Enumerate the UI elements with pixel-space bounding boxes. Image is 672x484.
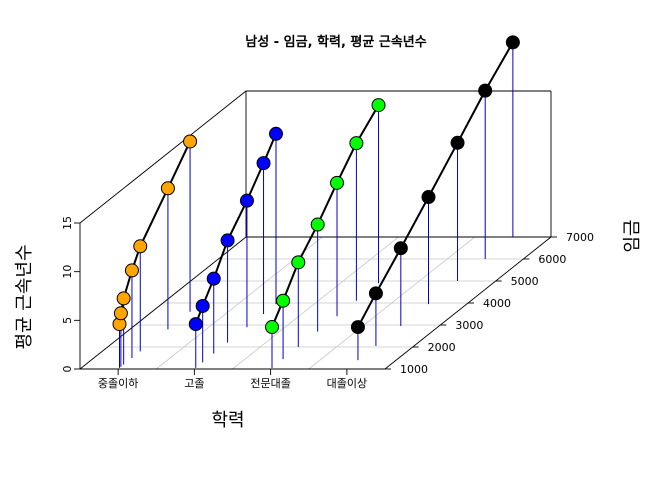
data-point xyxy=(350,320,365,335)
y-tick-label: 3000 xyxy=(455,319,483,332)
series-line xyxy=(271,104,380,328)
z-axis-title: 평균 근속년수 xyxy=(14,244,35,349)
y-tick-label: 5000 xyxy=(511,275,539,288)
data-point xyxy=(239,193,254,208)
data-point xyxy=(160,181,175,196)
z-tick-label: 5 xyxy=(61,317,74,324)
z-tick-label: 10 xyxy=(61,265,74,279)
z-tick-label: 0 xyxy=(61,366,74,373)
y-tick-label: 2000 xyxy=(428,341,456,354)
x-tick-label: 중졸이하 xyxy=(98,376,138,390)
data-point xyxy=(113,306,128,321)
x-axis-title: 학력 xyxy=(211,410,244,431)
data-point xyxy=(291,255,306,270)
x-tick-label: 고졸 xyxy=(184,377,204,390)
data-point xyxy=(371,98,386,113)
x-tick-label: 전문대졸 xyxy=(250,377,290,390)
data-point xyxy=(268,126,283,141)
data-point xyxy=(276,293,291,308)
data-point xyxy=(206,271,221,286)
box-edge xyxy=(79,236,247,370)
x-tick-label: 대졸이상 xyxy=(327,377,367,390)
data-point xyxy=(116,291,131,306)
y-tick-label: 1000 xyxy=(400,363,428,376)
data-point xyxy=(478,83,493,98)
box-edge xyxy=(79,90,247,224)
y-tick-label: 6000 xyxy=(538,253,566,266)
data-point xyxy=(220,233,235,248)
data-point xyxy=(349,136,364,151)
data-point xyxy=(183,134,198,149)
series-line xyxy=(357,41,514,328)
data-point xyxy=(124,263,139,278)
data-point xyxy=(188,317,203,332)
data-point xyxy=(330,175,345,190)
data-point xyxy=(421,190,436,205)
grid-layer xyxy=(107,236,524,370)
data-point xyxy=(393,241,408,256)
data-point xyxy=(133,239,148,254)
data-point xyxy=(256,156,271,171)
chart-title: 남성 - 임금, 학력, 평균 근속년수 xyxy=(245,34,426,50)
data-point xyxy=(265,320,280,335)
y-tick-label: 4000 xyxy=(483,297,511,310)
y-tick-label: 7000 xyxy=(566,231,594,244)
y-axis-title: 임금 xyxy=(622,219,643,252)
data-point xyxy=(310,217,325,232)
series-lines-layer xyxy=(118,41,514,328)
data-point xyxy=(505,35,520,50)
data-point xyxy=(195,298,210,313)
data-point xyxy=(450,135,465,150)
data-point xyxy=(368,286,383,301)
z-tick-label: 15 xyxy=(61,216,74,230)
points-layer xyxy=(112,35,520,335)
